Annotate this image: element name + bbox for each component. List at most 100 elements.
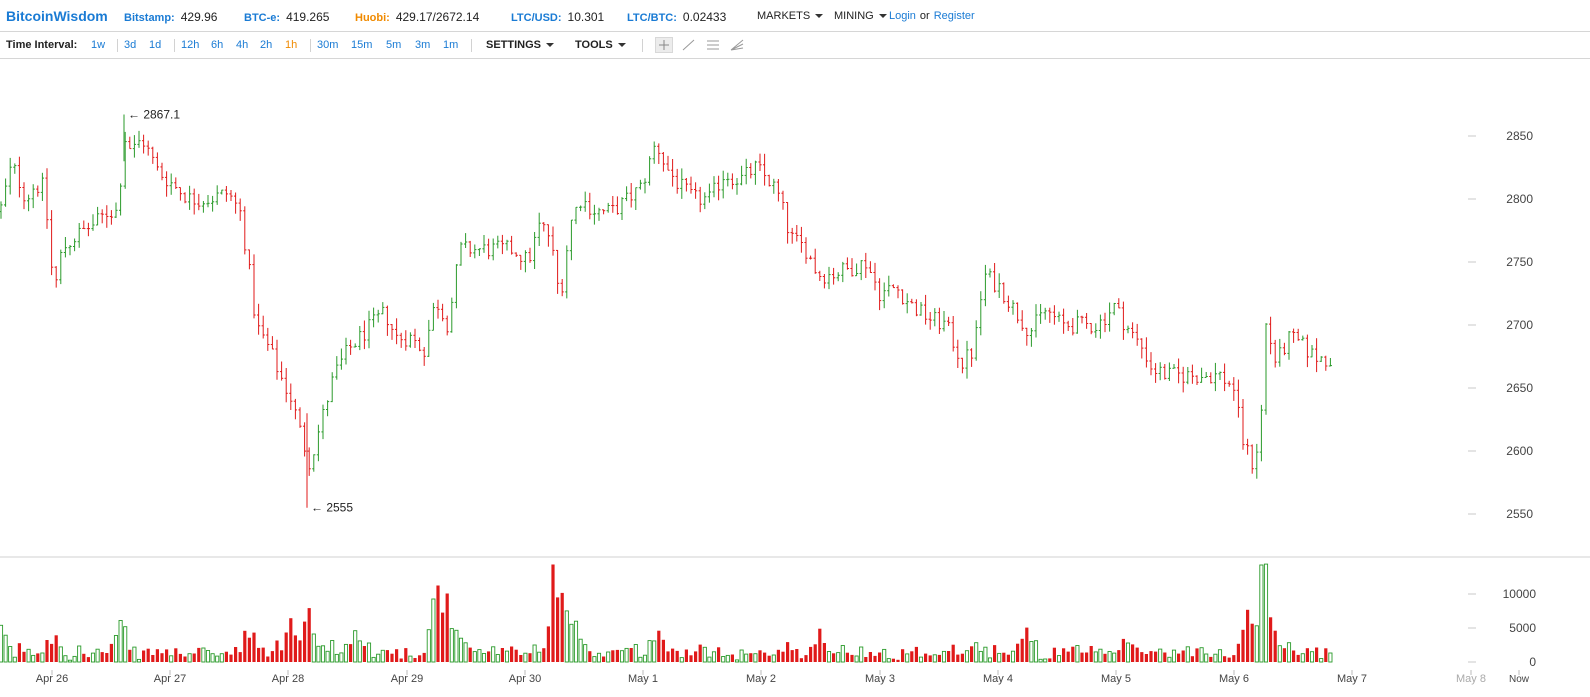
volume-bar (205, 650, 211, 663)
interval-1d[interactable]: 1d (149, 39, 162, 51)
volume-bar (767, 655, 771, 662)
volume-bar (960, 653, 964, 662)
volume-bar (886, 658, 891, 663)
fan-lines-icon[interactable] (728, 37, 746, 53)
volume-bar (105, 653, 109, 662)
volume-bar (1269, 617, 1273, 662)
ticker-ltc-usd[interactable]: LTC/USD: 10.301 (511, 10, 604, 24)
volume-bar (90, 652, 96, 663)
volume-bar (146, 648, 150, 662)
interval-5m[interactable]: 5m (386, 39, 402, 51)
volume-bar (730, 654, 734, 662)
volume-bar (82, 653, 86, 662)
crosshair-icon[interactable] (655, 37, 673, 53)
volume-bar (293, 635, 297, 662)
time-tick-label: May 3 (865, 673, 895, 685)
volume-bar (997, 652, 1002, 663)
caret-down-icon (815, 14, 824, 19)
time-tick-label: Apr 27 (154, 673, 186, 685)
auth-links: Login or Register (889, 10, 975, 22)
volume-bar (31, 654, 36, 663)
volume-bar (45, 640, 49, 662)
login-link[interactable]: Login (889, 10, 916, 22)
interval-30m[interactable]: 30m (317, 39, 339, 51)
volume-bar (896, 659, 900, 662)
volume-axis: 0 5000 10000 (1468, 587, 1536, 669)
volume-bar (711, 651, 717, 663)
ticker-label: BTC-e: (244, 12, 281, 24)
volume-bar (546, 626, 550, 662)
volume-bar (1140, 652, 1144, 662)
volume-bar (868, 652, 872, 662)
volume-bar (454, 629, 459, 663)
volume-bar (1158, 648, 1163, 663)
volume-bar (215, 655, 220, 663)
volume-bar (978, 650, 983, 663)
volume-bar (1048, 658, 1052, 662)
volume-bar (560, 592, 564, 662)
tools-menu[interactable]: TOOLS (575, 39, 626, 51)
volume-bar (924, 653, 928, 662)
interval-1m[interactable]: 1m (443, 39, 459, 51)
volume-bar (261, 647, 265, 662)
volume-bar (238, 652, 242, 662)
volume-bar (1103, 653, 1107, 662)
volume-bar (26, 648, 31, 663)
volume-bar (463, 642, 468, 663)
volume-bar (247, 637, 251, 662)
volume-bar (1185, 646, 1190, 663)
volume-bar (970, 646, 974, 662)
volume-bar (86, 657, 90, 662)
interval-2h[interactable]: 2h (260, 39, 273, 51)
volume-bar (404, 648, 408, 662)
volume-bar (753, 653, 758, 663)
volume-bar (234, 647, 238, 662)
ticker-huobi[interactable]: Huobi: 429.17/2672.14 (355, 10, 479, 24)
interval-12h[interactable]: 12h (181, 39, 200, 51)
volume-bar (932, 654, 937, 663)
line-icon[interactable] (680, 37, 698, 53)
volume-bar (854, 655, 859, 663)
ticker-label: LTC/USD: (511, 12, 562, 24)
divider (471, 39, 472, 52)
markets-menu[interactable]: MARKETS (757, 10, 824, 22)
volume-bar (1324, 648, 1328, 662)
volume-series (0, 563, 1333, 663)
time-tick-label: May 5 (1101, 673, 1131, 685)
ticker-btc-e[interactable]: BTC-e: 419.265 (244, 10, 329, 24)
volume-bar (519, 655, 523, 662)
interval-3m[interactable]: 3m (415, 39, 431, 51)
volume-bar (1250, 623, 1254, 662)
logo[interactable]: BitcoinWisdom (6, 8, 108, 24)
interval-1w[interactable]: 1w (91, 39, 106, 51)
volume-bar (1071, 646, 1075, 662)
interval-15m[interactable]: 15m (351, 39, 373, 51)
ticker-value: 419.265 (286, 10, 330, 24)
interval-6h[interactable]: 6h (211, 39, 224, 51)
parallel-lines-icon[interactable] (704, 37, 722, 53)
volume-bar (353, 630, 358, 663)
mining-menu[interactable]: MINING (834, 10, 887, 22)
volume-bar (210, 653, 215, 663)
settings-menu[interactable]: SETTINGS (486, 39, 555, 51)
volume-bar (155, 649, 159, 662)
volume-bar (197, 647, 201, 662)
interval-4h[interactable]: 4h (236, 39, 249, 51)
volume-bar (1199, 647, 1204, 663)
volume-bar (1259, 564, 1264, 663)
volume-bar (1277, 645, 1282, 663)
volume-bar (413, 658, 417, 662)
ticker-value: 429.96 (180, 10, 218, 24)
volume-bar (845, 652, 849, 662)
ticker-bitstamp[interactable]: Bitstamp: 429.96 (124, 10, 217, 24)
volume-bar (947, 651, 951, 662)
chart-toolbar: Time Interval: 1w 3d 1d 12h 6h 4h 2h 1h … (0, 32, 1590, 59)
interval-1h[interactable]: 1h (285, 39, 298, 51)
volume-bar (661, 639, 665, 662)
volume-bar (1236, 643, 1240, 662)
volume-bar (671, 648, 675, 662)
ticker-ltc-btc[interactable]: LTC/BTC: 0.02433 (627, 10, 726, 24)
register-link[interactable]: Register (933, 10, 975, 22)
interval-3d[interactable]: 3d (124, 39, 137, 51)
